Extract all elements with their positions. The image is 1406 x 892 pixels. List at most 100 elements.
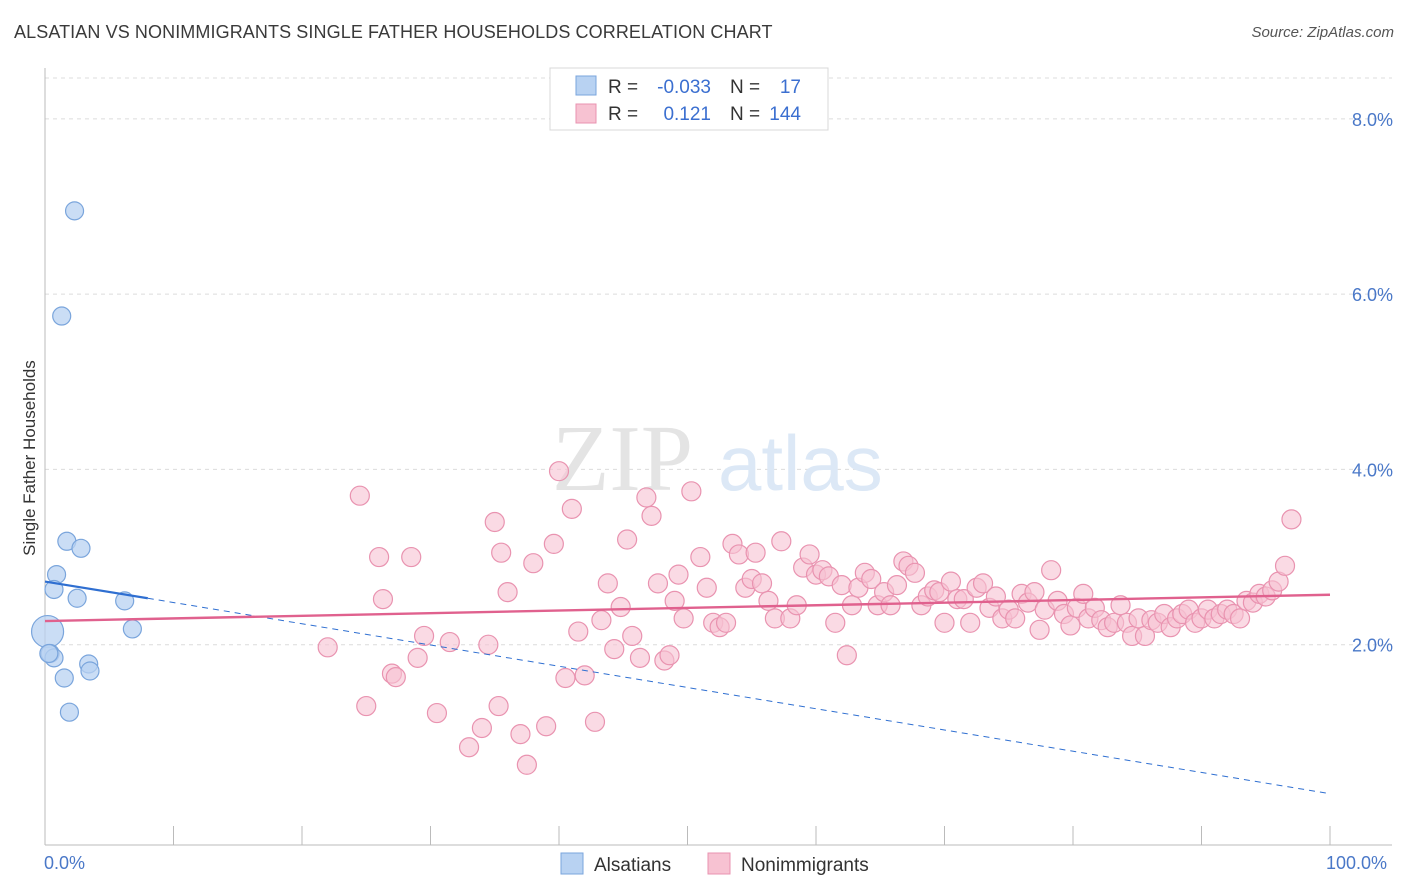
alsatians-point-6	[67, 588, 87, 608]
nonimmigrants-point-31	[597, 573, 618, 594]
nonimmigrants-point-37	[636, 487, 657, 508]
bottom-legend: Alsatians Nonimmigrants	[560, 852, 869, 876]
nonimmigrants-point-63	[799, 544, 820, 565]
source-label: Source: ZipAtlas.com	[1251, 24, 1394, 41]
y-tick-label-1: 4.0%	[1352, 460, 1393, 480]
nonimmigrants-point-91	[972, 573, 994, 594]
nonimmigrants-point-68	[831, 575, 852, 596]
alsatians-trend-line	[44, 580, 148, 600]
y-tick-labels: 2.0% 4.0% 6.0% 8.0%	[1352, 110, 1393, 656]
alsatians-point-13	[80, 661, 100, 681]
trend-lines	[44, 580, 1331, 795]
nonimmigrants-point-89	[960, 612, 981, 633]
nonimmigrants-point-21	[523, 553, 544, 574]
nonimmigrants-point-69	[836, 645, 857, 666]
nonimmigrants-point-96	[1005, 608, 1026, 629]
y-tick-label-0: 2.0%	[1352, 636, 1393, 656]
alsatians-point-9	[122, 619, 142, 639]
nonimmigrants-point-17	[491, 542, 512, 563]
nonimmigrants-point-73	[861, 568, 882, 590]
nonimmigrants-point-14	[488, 695, 509, 717]
bottom-legend-swatch-alsatians	[560, 852, 584, 875]
nonimmigrants-point-52	[728, 544, 750, 565]
legend-r-value-1: 0.121	[663, 104, 711, 125]
nonimmigrants-point-9	[426, 702, 448, 724]
nonimmigrants-point-36	[629, 647, 651, 668]
nonimmigrants-point-3	[401, 546, 422, 568]
watermark-atlas: atlas	[718, 419, 883, 507]
nonimmigrants-point-28	[574, 665, 595, 686]
nonimmigrants-point-2	[372, 589, 394, 610]
bottom-legend-swatch-nonimmigrants	[707, 852, 731, 875]
alsatians-point-14	[54, 668, 74, 688]
legend: R = -0.033 N = 17 R = 0.121 N = 144	[549, 67, 829, 131]
nonimmigrants-point-16	[484, 511, 505, 533]
bottom-legend-nonimmigrants: Nonimmigrants	[741, 855, 869, 876]
nonimmigrants-point-132	[1229, 608, 1251, 629]
y-axis-label: Single Father Households	[20, 360, 39, 556]
nonimmigrants-point-45	[681, 481, 702, 502]
legend-swatch-blue	[575, 75, 597, 96]
alsatians-point-0	[64, 201, 85, 221]
nonimmigrants-point-25	[555, 667, 576, 689]
nonimmigrants-point-12	[458, 737, 480, 758]
x-tick-end: 100.0%	[1326, 853, 1387, 873]
alsatians-point-1	[52, 306, 72, 326]
legend-swatch-pink	[575, 103, 597, 124]
nonimmigrants-point-0	[349, 485, 370, 506]
nonimmigrants-point-86	[940, 571, 962, 592]
nonimmigrants-point-50	[715, 612, 737, 633]
nonimmigrants-point-33	[610, 596, 631, 618]
axes	[44, 68, 1392, 846]
legend-r-label-1: R =	[608, 104, 638, 125]
nonimmigrants-point-105	[1060, 615, 1081, 636]
nonimmigrants-point-102	[1041, 560, 1062, 581]
nonimmigrants-point-77	[886, 575, 908, 596]
nonimmigrants-point-43	[668, 564, 689, 585]
nonimmigrants-point-15	[471, 717, 492, 739]
nonimmigrants-point-100	[1029, 619, 1050, 640]
nonimmigrants-point-13	[478, 634, 499, 655]
alsatians-point-5	[44, 579, 64, 600]
alsatians-point-15	[59, 702, 80, 722]
nonimmigrants-point-42	[664, 590, 685, 611]
y-tick-label-2: 6.0%	[1352, 285, 1393, 305]
nonimmigrants-point-113	[1110, 595, 1131, 616]
nonimmigrants-point-76	[880, 595, 901, 616]
nonimmigrants-point-19	[510, 724, 531, 745]
nonimmigrants-trend-line	[44, 593, 1331, 623]
nonimmigrants-point-59	[771, 531, 792, 552]
alsatians-point-16	[39, 643, 59, 664]
nonimmigrants-points	[317, 461, 1302, 775]
alsatians-point-7	[115, 591, 135, 611]
nonimmigrants-point-80	[904, 562, 926, 583]
y-tick-label-3: 8.0%	[1352, 110, 1393, 130]
nonimmigrants-point-4	[356, 695, 377, 717]
watermark: ZIP atlas	[552, 407, 883, 511]
nonimmigrants-point-29	[584, 711, 606, 732]
nonimmigrants-point-32	[604, 638, 625, 660]
nonimmigrants-point-56	[751, 573, 773, 594]
nonimmigrants-point-6	[385, 667, 406, 688]
nonimmigrants-point-99	[1024, 582, 1045, 603]
legend-n-label-0: N =	[730, 77, 760, 98]
nonimmigrants-point-67	[825, 612, 846, 633]
watermark-zip: ZIP	[552, 407, 693, 511]
nonimmigrants-point-20	[516, 754, 537, 775]
nonimmigrants-point-35	[622, 625, 643, 647]
nonimmigrants-point-1	[369, 546, 390, 568]
nonimmigrants-point-38	[641, 505, 662, 526]
chart-title: ALSATIAN VS NONIMMIGRANTS SINGLE FATHER …	[14, 22, 773, 42]
legend-n-value-1: 144	[769, 104, 801, 125]
nonimmigrants-point-44	[673, 608, 694, 629]
nonimmigrants-point-8	[413, 625, 435, 647]
nonimmigrants-point-88	[953, 589, 974, 610]
nonimmigrants-point-85	[934, 612, 955, 633]
nonimmigrants-point-18	[497, 582, 518, 603]
bottom-legend-alsatians: Alsatians	[594, 855, 671, 876]
nonimmigrants-point-11	[317, 637, 338, 658]
nonimmigrants-point-27	[568, 621, 589, 642]
x-tick-start: 0.0%	[44, 853, 85, 873]
nonimmigrants-point-23	[543, 533, 564, 555]
